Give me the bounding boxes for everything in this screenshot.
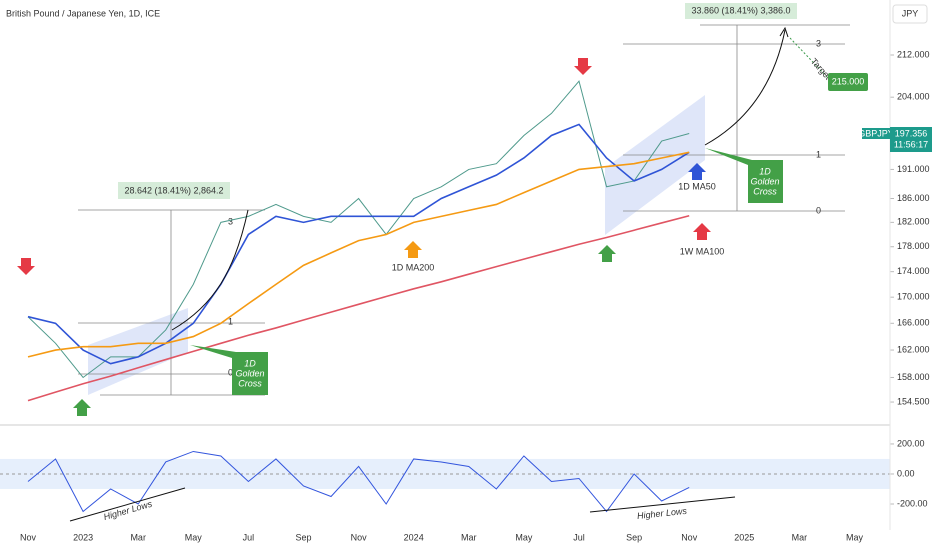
y-tick-label: 191.000 [897, 164, 930, 174]
x-tick-label: Nov [681, 532, 698, 542]
ma-label: 1D MA200 [392, 262, 435, 272]
channel [88, 308, 188, 395]
target-price: 215.000 [832, 76, 865, 86]
y-tick-label: 162.000 [897, 344, 930, 354]
x-tick-label: May [515, 532, 533, 542]
symbol-tag-text: GBPJPY [858, 128, 894, 138]
x-tick-label: May [185, 532, 203, 542]
y-tick-label: 178.000 [897, 241, 930, 251]
symbol-tag [862, 128, 890, 139]
plot: Nov 2023 Mar May Jul Sep Nov 2024 Mar May Jul Sep No… [0, 49, 930, 542]
y-tick-label: 170.000 [897, 292, 930, 302]
callout-text: Golden [235, 368, 264, 378]
measure-box [685, 3, 797, 19]
x-tick-label: Jul [243, 532, 255, 542]
x-tick-label: Mar [792, 532, 808, 542]
fib-label: 3 [816, 38, 821, 48]
x-tick-label: Jul [573, 532, 585, 542]
callout-text: 1D [244, 358, 256, 368]
trend-line [589, 496, 736, 513]
series-line [27, 123, 690, 365]
ma-label: 1W MA100 [680, 246, 725, 256]
currency: JPY [902, 8, 919, 18]
x-tick-label: Nov [351, 532, 368, 542]
fib-label: 0 [816, 205, 821, 215]
x-tick-label: Mar [130, 532, 146, 542]
fib-label: 3 [228, 216, 233, 226]
y-tick-label: 200.00 [897, 438, 925, 448]
y-tick-label: 182.000 [897, 217, 930, 227]
callout-text: Golden [750, 176, 779, 186]
title: British Pound / Japanese Yen, 1D, ICE [6, 8, 160, 18]
callout-text: Cross [753, 186, 777, 196]
series-line [27, 151, 690, 358]
x-tick-label: 2024 [404, 532, 424, 542]
ma-label: 1D MA50 [678, 181, 716, 191]
y-tick-label: 186.000 [897, 193, 930, 203]
fib-label: 1 [228, 316, 233, 326]
projection [704, 29, 786, 146]
y-tick-label: 0.00 [897, 468, 915, 478]
projection [171, 209, 249, 331]
price-tag-text: 197.356 [895, 128, 928, 138]
x-tick-label: May [846, 532, 864, 542]
series-line [27, 214, 690, 402]
trend-line [69, 487, 186, 522]
x-tick-label: 2025 [734, 532, 754, 542]
x-tick-label: Nov [20, 532, 37, 542]
callout-text: Cross [238, 378, 262, 388]
y-tick-label: 204.000 [897, 92, 930, 102]
target-box [828, 73, 868, 91]
x-tick-label: Sep [295, 532, 311, 542]
channel [605, 95, 705, 235]
countdown: 11:56:17 [894, 139, 928, 149]
x-tick-label: Mar [461, 532, 477, 542]
price-tag [890, 127, 932, 152]
y-tick-label: -200.00 [897, 498, 928, 508]
x-tick-label: Sep [626, 532, 642, 542]
target-line [789, 37, 831, 81]
fib-label: 0 [228, 367, 233, 377]
y-tick-label: 174.000 [897, 266, 930, 276]
measure-label: 33.860 (18.41%) 3,386.0 [691, 5, 790, 15]
arrow-head [779, 26, 789, 38]
series-line [27, 450, 690, 513]
arrows [17, 58, 711, 416]
currency-box [892, 4, 928, 24]
measure-label: 28.642 (18.41%) 2,864.2 [124, 185, 223, 195]
y-tick-label: 154.500 [897, 396, 930, 406]
fib-label: 1 [816, 149, 821, 159]
x-tick-label: 2023 [73, 532, 93, 542]
callout-text: 1D [759, 166, 771, 176]
y-tick-label: 158.000 [897, 372, 930, 382]
y-tick-label: 166.000 [897, 318, 930, 328]
y-tick-label: 212.000 [897, 49, 930, 59]
callout [190, 345, 268, 395]
callout [705, 148, 783, 203]
measure-box [118, 182, 230, 199]
